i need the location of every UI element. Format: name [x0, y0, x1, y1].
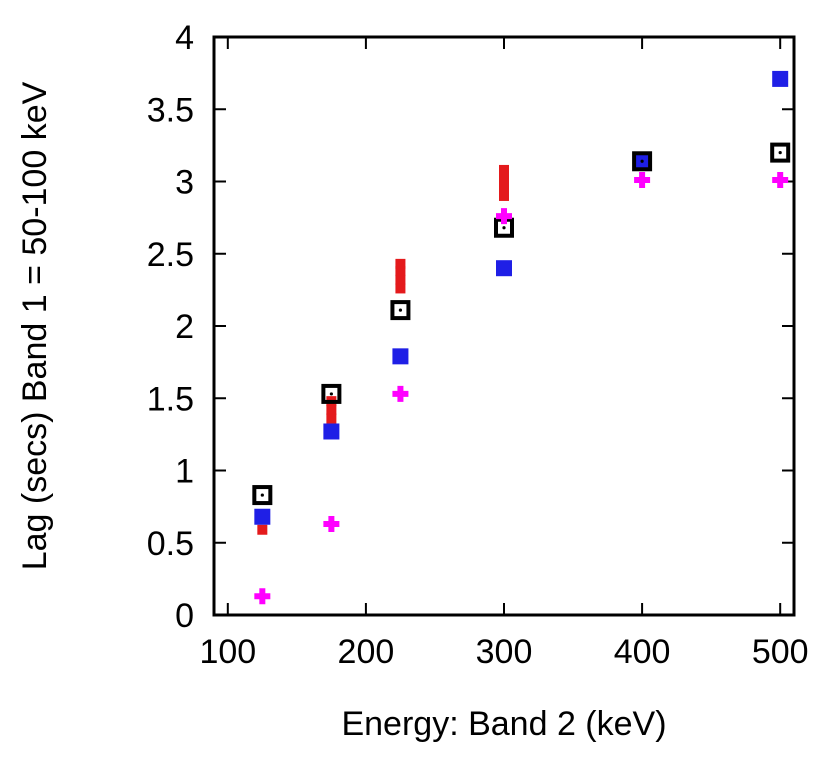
data-point [499, 182, 509, 193]
y-tick-label: 1.5 [147, 380, 194, 418]
x-tick-label: 300 [476, 633, 533, 671]
data-point-center [640, 159, 644, 163]
series-red-points [257, 164, 509, 535]
x-tick-label: 400 [614, 633, 671, 671]
data-point [496, 208, 512, 225]
data-point-center [260, 493, 264, 497]
x-tick-label: 100 [199, 633, 256, 671]
data-point-center [778, 151, 782, 155]
data-point [499, 190, 509, 201]
data-point [395, 266, 406, 277]
data-point-center [398, 308, 403, 312]
data-point [252, 485, 273, 506]
data-point [395, 274, 406, 285]
tick-marks [214, 36, 794, 616]
data-point-center [502, 226, 506, 230]
data-point-center [329, 392, 333, 396]
y-tick-label: 3.5 [147, 91, 194, 129]
x-axis-label: Energy: Band 2 (keV) [341, 705, 666, 743]
data-point [499, 173, 509, 184]
series-magenta-points [254, 172, 789, 605]
y-tick-label: 2.5 [147, 236, 194, 274]
tick-labels: 100 200 300 400 500 0 0.5 1 1.5 2 2.5 3 3.5 4 [147, 19, 809, 671]
y-tick-label: 4 [175, 19, 194, 57]
data-point [321, 383, 342, 404]
data-point [772, 172, 789, 189]
data-point [392, 385, 409, 402]
data-points [252, 70, 791, 605]
y-axis-label: Lag (secs) Band 1 = 50-100 keV [16, 81, 54, 570]
data-point [326, 413, 337, 424]
y-tick-label: 0 [175, 597, 194, 635]
series-black-points [252, 142, 791, 506]
data-point [257, 524, 268, 535]
data-point [770, 142, 791, 163]
y-tick-label: 1 [175, 453, 194, 491]
data-point [632, 151, 653, 172]
data-point [254, 508, 271, 525]
data-point [772, 70, 789, 87]
data-point [496, 260, 512, 277]
y-tick-label: 0.5 [147, 525, 194, 563]
data-point [390, 300, 411, 321]
data-point [634, 172, 651, 189]
y-tick-label: 2 [175, 308, 194, 346]
x-tick-label: 500 [752, 633, 809, 671]
data-point [254, 588, 271, 605]
data-point [326, 404, 337, 415]
data-point [395, 258, 406, 269]
data-point [323, 515, 340, 532]
x-tick-label: 200 [338, 633, 395, 671]
data-point [323, 423, 340, 440]
data-point [395, 283, 406, 294]
y-tick-label: 3 [175, 164, 194, 202]
data-point [499, 164, 509, 175]
plot-frame [212, 35, 796, 617]
data-point [392, 348, 409, 365]
series-blue-points [254, 70, 789, 525]
